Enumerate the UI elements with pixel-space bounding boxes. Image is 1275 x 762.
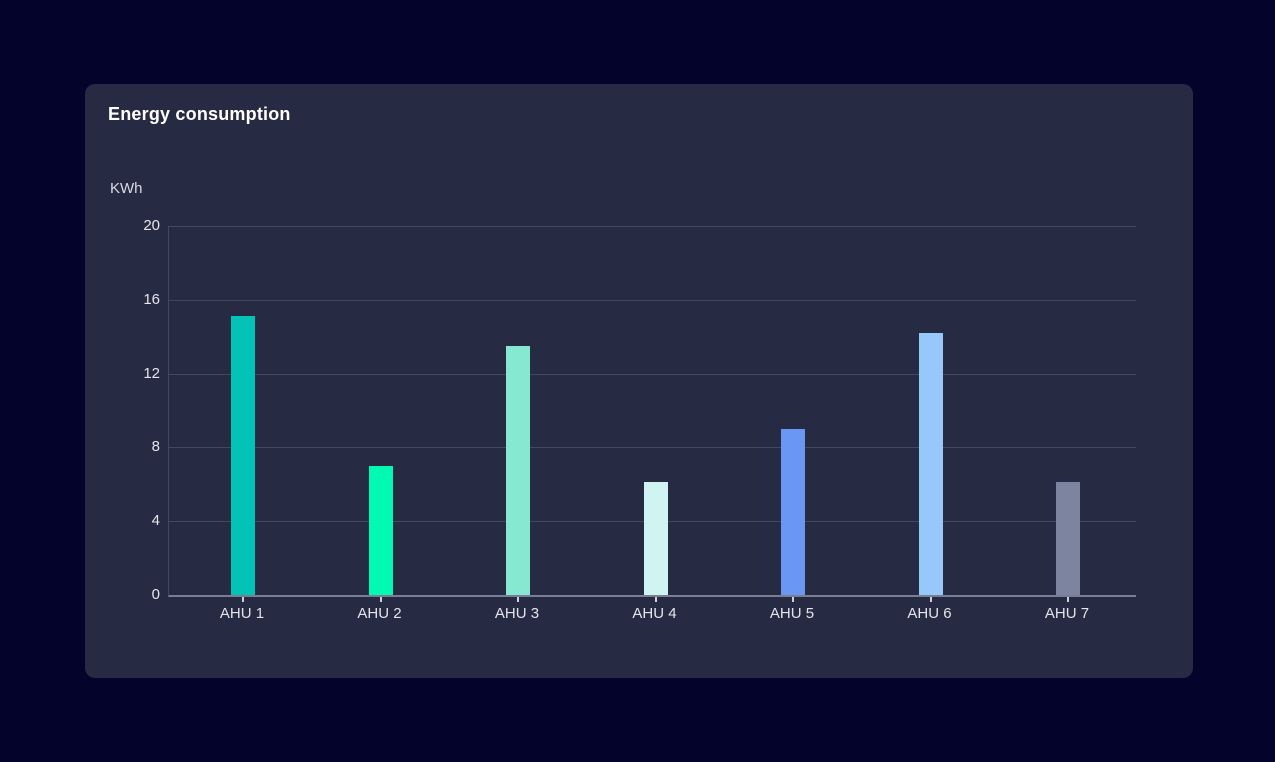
- y-axis-tick-label-16: 16: [143, 290, 160, 308]
- x-axis-category-label-1: AHU 1: [219, 605, 265, 622]
- y-axis-unit-label: KWh: [110, 180, 143, 197]
- y-axis-tick-label-4: 4: [151, 512, 160, 530]
- x-axis-category-label-4: AHU 4: [632, 605, 677, 622]
- gridline-12: [169, 373, 1136, 375]
- chart-title: Energy consumption: [108, 104, 291, 124]
- x-axis-labels: AHU 1 AHU 2 AHU 3 AHU 4 AHU 5 AHU 6 AHU 7: [168, 605, 1135, 629]
- y-axis-labels: 0 4 8 12 16 20: [85, 217, 160, 603]
- bar-ahu-4[interactable]: [643, 482, 668, 595]
- y-axis-tick-label-0: 0: [151, 586, 160, 603]
- bar-ahu-7[interactable]: [1056, 482, 1080, 595]
- x-axis-tick-6: [929, 597, 932, 602]
- x-axis-category-label-3: AHU 3: [494, 605, 540, 622]
- y-axis-tick-label-20: 20: [143, 217, 160, 234]
- x-axis-tick-2: [379, 597, 382, 602]
- x-axis-category-label-2: AHU 2: [357, 605, 402, 622]
- chart-card: Energy consumption KWh 0 4 8 12 16 20 AHU 1 AH…: [85, 84, 1193, 678]
- x-axis-tick-1: [242, 597, 244, 602]
- bar-ahu-3[interactable]: [506, 345, 530, 595]
- x-axis-category-label-5: AHU 5: [769, 605, 815, 622]
- plot-area: [168, 226, 1136, 602]
- x-axis-category-label-6: AHU 6: [907, 605, 952, 622]
- x-axis-tick-3: [517, 597, 519, 602]
- bar-ahu-6[interactable]: [918, 333, 943, 595]
- bar-ahu-5[interactable]: [781, 428, 805, 595]
- x-axis-tick-4: [654, 597, 657, 602]
- bar-ahu-2[interactable]: [368, 465, 393, 595]
- gridline-16: [169, 299, 1136, 301]
- gridline-8: [169, 447, 1136, 449]
- x-axis-tick-7: [1067, 597, 1069, 602]
- bar-ahu-1[interactable]: [231, 316, 255, 595]
- x-axis-category-label-7: AHU 7: [1044, 605, 1090, 622]
- x-axis-tick-5: [792, 597, 794, 602]
- y-axis-tick-label-8: 8: [151, 438, 160, 456]
- gridline-20: [169, 226, 1136, 227]
- y-axis-tick-label-12: 12: [143, 364, 160, 382]
